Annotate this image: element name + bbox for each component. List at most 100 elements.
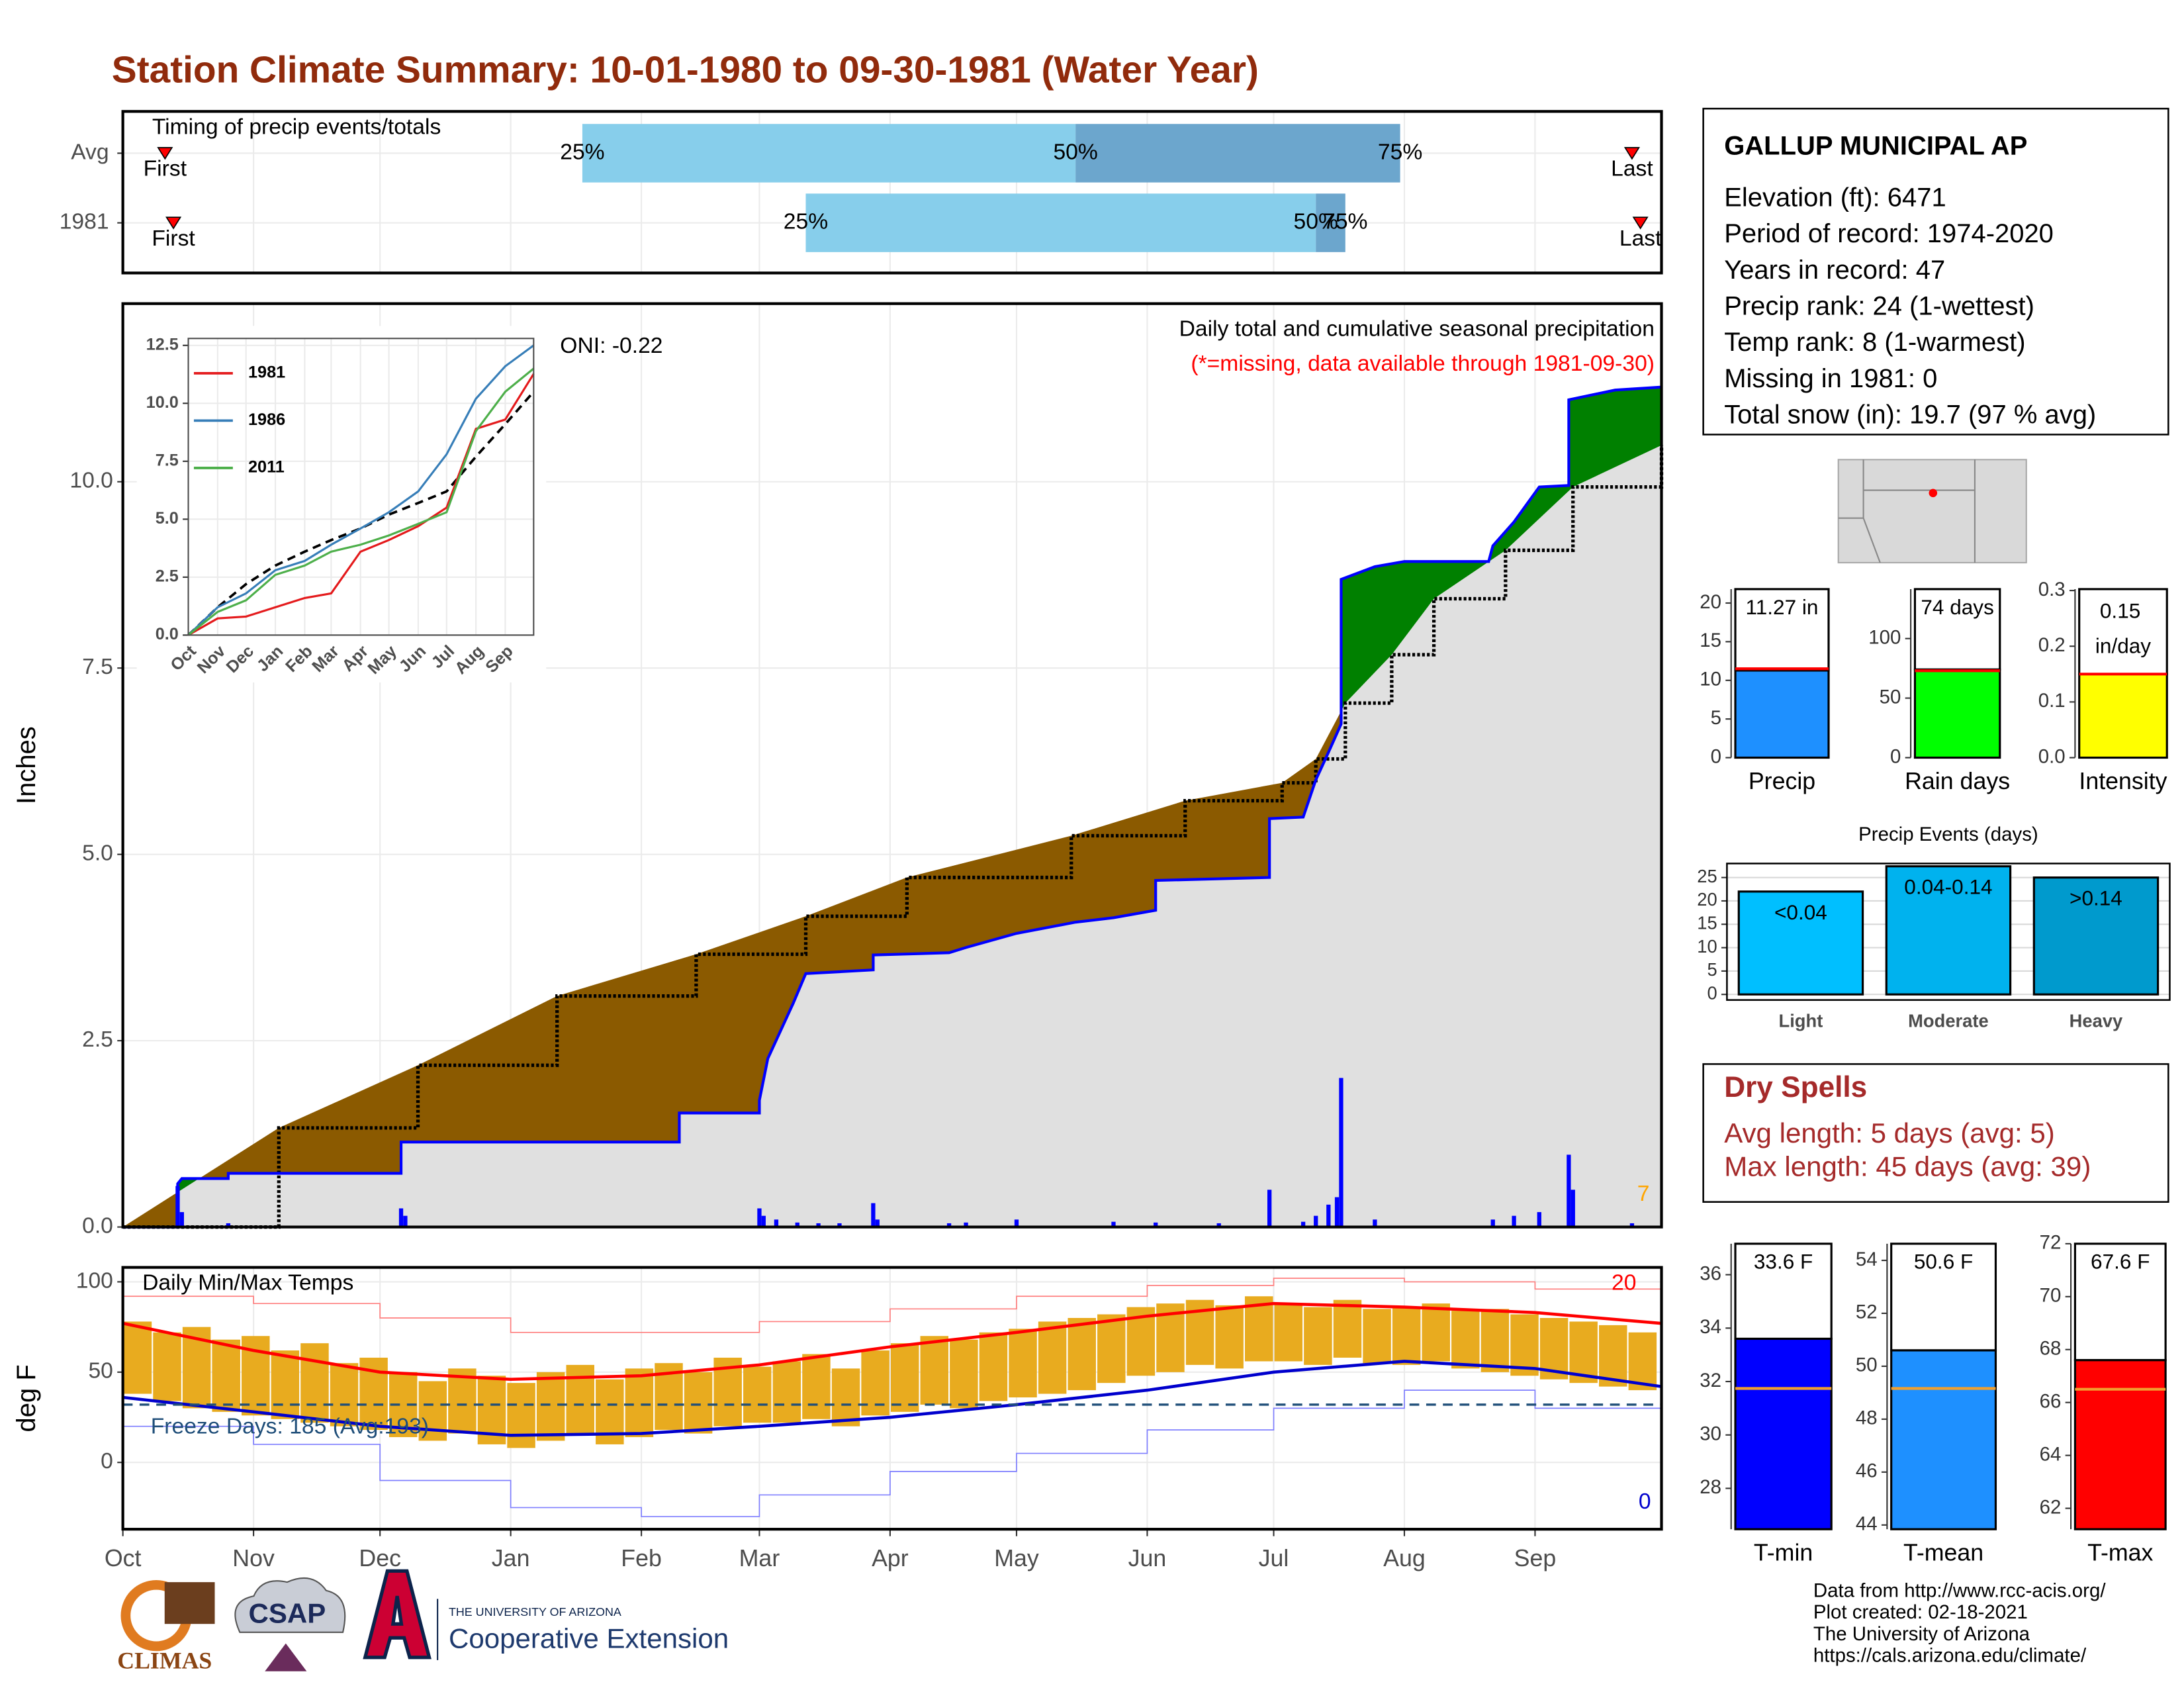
station-line: Years in record: 47 [1724,256,1945,285]
y-tick-label: 50 [1880,686,1901,708]
x-tick-label: Feb [621,1545,662,1571]
daily-bar [1567,1154,1571,1227]
category-label: Light [1779,1011,1823,1031]
temp-bar [448,1368,477,1434]
ua-logo [363,1569,432,1660]
y-tick-label: 54 [1856,1248,1878,1270]
average-line [122,445,1664,1229]
daily-bar [761,1215,766,1227]
daily-bar [946,1223,952,1227]
value-box [1913,588,2001,671]
y-tick-label: 64 [2040,1443,2062,1465]
x-tick-label: Oct [105,1545,142,1571]
daily-bar [1339,1078,1343,1227]
x-tick-label: Jun [1128,1545,1167,1571]
map-bg [1837,459,2027,564]
y-tick-label: 1981 [60,210,109,234]
page-title: Station Climate Summary: 10-01-1980 to 0… [112,49,1259,91]
footer-line: Data from http://www.rcc-acis.org/ [1813,1580,2106,1602]
category-label: T-min [1754,1539,1813,1566]
dry-spells-box [1702,1063,2169,1203]
y-tick-label: 30 [1700,1423,1721,1445]
annotation: 0 [1639,1489,1651,1514]
temp-bar [1215,1305,1244,1369]
temp-bar [536,1372,565,1441]
value-label: 50.6 F [1914,1250,1973,1274]
daily-bar [774,1219,779,1227]
y-tick-label: 36 [1700,1262,1721,1284]
temp-bar [890,1343,919,1412]
temp-bar [566,1364,594,1436]
timing-label: 25% [784,210,828,234]
timing-bar [582,124,1076,183]
temp-bar [831,1368,860,1427]
category-label: Rain days [1905,768,2010,794]
panel-border [121,302,1663,1229]
y-tick-label: 0.2 [2038,634,2066,656]
bin-label: 0.04-0.14 [1904,875,1992,899]
bar [1890,1349,1997,1530]
timing-label: Last [1611,157,1653,181]
csap-logo: CSAP [248,1598,326,1629]
state-map [1837,459,2027,564]
dry-spell-line: Max length: 45 days (avg: 39) [1724,1150,2091,1182]
y-tick-label: 0.0 [156,625,179,643]
temp-bar [1274,1303,1303,1362]
y-tick-label: 0.3 [2038,579,2066,600]
temp-bar [1510,1314,1539,1376]
timing-marker [1623,147,1640,160]
station-line: Temp rank: 8 (1-warmest) [1724,328,2025,357]
x-tick-label: Jul [1259,1545,1289,1571]
y-tick-label: 2.5 [156,567,179,586]
timing-bar [1316,193,1345,252]
temp-bar [1333,1299,1362,1358]
record-min-line [122,1389,1662,1517]
category-label: Heavy [2070,1011,2123,1031]
y-tick-label: 5 [1711,707,1721,729]
station-line: Missing in 1981: 0 [1724,364,1937,393]
record-max-line [122,1278,1662,1333]
legend-label: 2011 [248,458,285,477]
x-tick-label: Apr [872,1545,909,1571]
x-tick-label: Nov [232,1545,275,1571]
station-line: Period of record: 1974-2020 [1724,219,2054,248]
daily-bar [871,1203,876,1227]
daily-bar [757,1208,762,1227]
y-tick-label: 10.0 [146,393,179,412]
daily-bar [1629,1223,1635,1227]
daily-bar [964,1222,968,1227]
daily-bar [1111,1221,1116,1227]
temp-bar [300,1343,329,1423]
legend-label: 1981 [248,363,285,382]
daily-bar [1537,1212,1541,1227]
x-tick-label: Jan [492,1545,530,1571]
daily-bar [1490,1219,1495,1227]
climas-mark [164,1582,215,1624]
y-tick-label: 0.1 [2038,690,2066,712]
temp-bar [1628,1332,1657,1391]
y-tick-label: 12.5 [146,335,179,353]
temp-bar [1480,1309,1510,1372]
y-tick-label: 25 [1697,866,1717,886]
csap-cloud [234,1577,346,1633]
footer-line: Plot created: 02-18-2021 [1813,1601,2028,1623]
x-tick-label: Dec [359,1545,401,1571]
y-tick-label: 7.5 [156,451,179,469]
y-tick-label: 5.0 [156,509,179,528]
bar [1885,865,2012,996]
value-label: 33.6 F [1754,1250,1813,1274]
extension-name: Cooperative Extension [449,1623,729,1654]
category-label: T-max [2087,1539,2153,1566]
panel-title: Daily total and cumulative seasonal prec… [1179,317,1655,342]
x-tick-label: Sep [1514,1545,1557,1571]
panel-subtitle: (*=missing, data available through 1981-… [1191,352,1655,376]
y-tick-label: 5.0 [82,841,113,866]
temp-bar [1363,1309,1391,1364]
logos: CLIMAS CSAP THE UNIVERSITY OF ARIZONA Co… [117,1569,729,1673]
y-tick-label: Avg [71,140,109,164]
value-box [1734,588,1830,672]
daily-bar [403,1215,408,1227]
timing-label: First [144,157,187,181]
timing-bar [1075,124,1400,183]
